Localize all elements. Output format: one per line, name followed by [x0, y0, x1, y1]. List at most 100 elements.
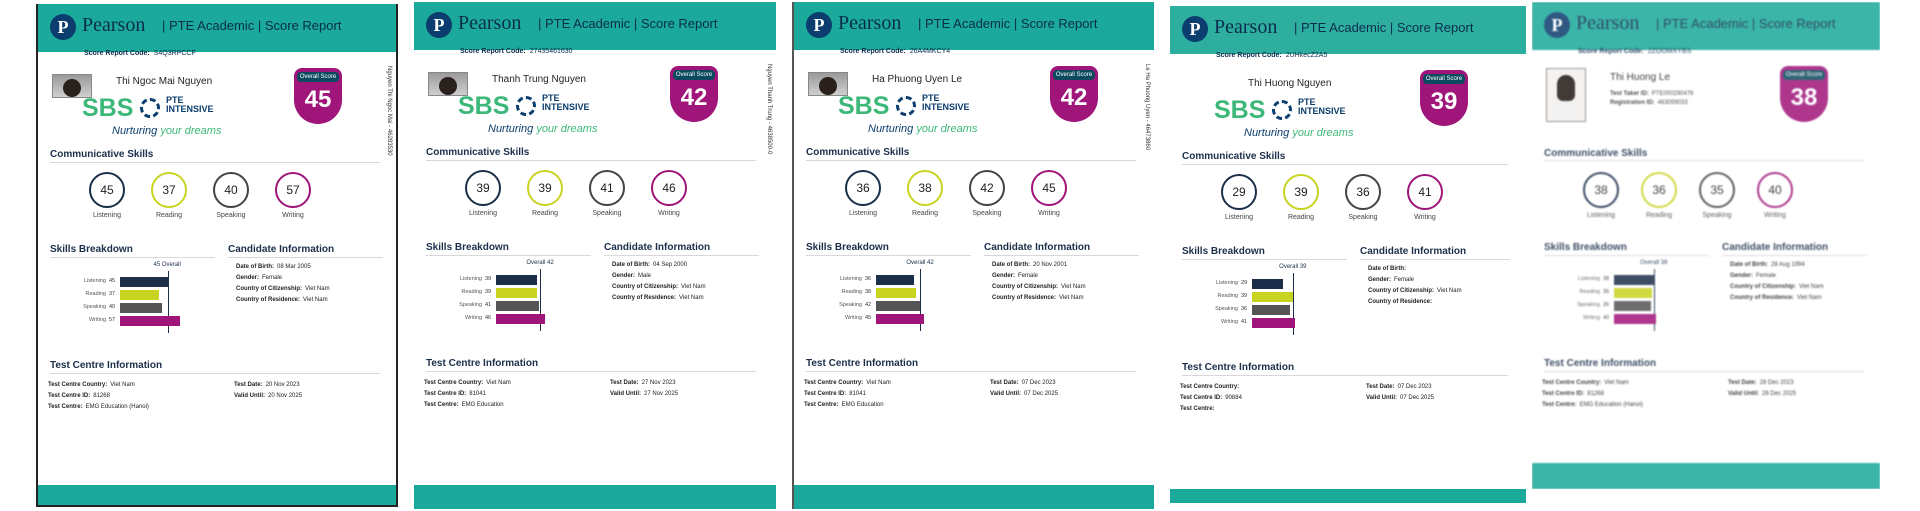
- skills-breakdown-chart: Overall 42 Listening 36 Reading 38 Speaking 42…: [824, 260, 974, 340]
- skills-breakdown-title: Skills Breakdown: [806, 242, 889, 253]
- bar-listening: [1252, 279, 1283, 289]
- skills-breakdown-title: Skills Breakdown: [426, 242, 509, 253]
- bar-row-reading: Reading 37: [68, 289, 218, 301]
- overall-marker-line: [920, 269, 922, 331]
- bar-label-listening: Listening: [83, 278, 106, 284]
- report-footer: [794, 485, 1154, 509]
- sbs-logo: SBS PTE INTENSIVE Nurturing your dreams: [838, 92, 978, 135]
- speaking-score: 35: [1699, 172, 1735, 208]
- bar-value-writing: 45: [865, 315, 872, 321]
- gear-icon: [1272, 100, 1292, 120]
- communicative-skills-title: Communicative Skills: [426, 147, 530, 158]
- bar-row-speaking: Speaking 35: [1562, 300, 1712, 312]
- test-centre-details: Test Centre Country: Viet Nam Test Centre…: [804, 380, 891, 408]
- report-title: | PTE Academic | Score Report: [918, 16, 1098, 31]
- score-report-code: Score Report Code: S4Q3RPCCF: [84, 50, 196, 57]
- sbs-logo: SBS PTE INTENSIVE Nurturing your dreams: [82, 94, 222, 137]
- score-report-card-1: P Pearson | PTE Academic | Score Report …: [36, 4, 398, 507]
- pearson-logo-icon: P: [1544, 12, 1570, 38]
- candidate-photo: [808, 72, 848, 96]
- speaking-score: 41: [589, 170, 625, 206]
- bar-reading: [496, 288, 538, 298]
- report-footer: [1170, 489, 1526, 503]
- candidate-details: Date of Birth: Gender: Female Country of …: [1368, 266, 1462, 305]
- bar-writing: [1252, 318, 1296, 328]
- reading-score: 37: [151, 172, 187, 208]
- listening-score: 39: [465, 170, 501, 206]
- bar-speaking: [1614, 301, 1651, 311]
- skill-circles: 38 Listening 36 Reading 35 Speaking 40 Writi…: [1576, 172, 1836, 236]
- test-centre-title: Test Centre Information: [50, 360, 163, 371]
- candidate-name: Thi Ngoc Mai Nguyen: [116, 76, 213, 87]
- overall-score-value: 45: [304, 86, 332, 113]
- bar-writing: [120, 316, 181, 326]
- report-title: | PTE Academic | Score Report: [1294, 20, 1474, 35]
- overall-marker-label: Overall 42: [906, 260, 934, 266]
- bar-label-reading: Reading: [841, 289, 863, 295]
- bar-row-reading: Reading 36: [1562, 287, 1712, 299]
- listening-score: 29: [1221, 174, 1257, 210]
- overall-score-value: 38: [1790, 84, 1818, 111]
- bar-row-writing: Writing 45: [824, 313, 974, 325]
- bar-label-writing: Writing: [844, 315, 862, 321]
- test-centre-title: Test Centre Information: [806, 358, 919, 369]
- bar-listening: [876, 275, 914, 285]
- bar-label-speaking: Speaking: [459, 302, 482, 308]
- bar-reading: [876, 288, 917, 298]
- report-title: | PTE Academic | Score Report: [162, 18, 342, 33]
- overall-score-value: 39: [1430, 88, 1458, 115]
- reading-score: 38: [907, 170, 943, 206]
- bar-row-listening: Listening 45: [68, 276, 218, 288]
- report-header: P Pearson | PTE Academic | Score Report: [794, 2, 1154, 50]
- report-header: P Pearson | PTE Academic | Score Report: [1170, 6, 1526, 54]
- bar-label-listening: Listening: [1577, 276, 1600, 282]
- candidate-photo: [52, 74, 92, 98]
- bar-label-writing: Writing: [88, 317, 106, 323]
- speaking-score: 36: [1345, 174, 1381, 210]
- speaking-score: 40: [213, 172, 249, 208]
- writing-score: 57: [275, 172, 311, 208]
- bar-row-writing: Writing 46: [444, 313, 594, 325]
- bar-row-writing: Writing 57: [68, 315, 218, 327]
- candidate-name: Thi Huong Le: [1610, 72, 1671, 83]
- report-title: | PTE Academic | Score Report: [538, 16, 718, 31]
- sbs-logo: SBS PTE INTENSIVE Nurturing your dreams: [1214, 96, 1354, 139]
- writing-score: 40: [1757, 172, 1793, 208]
- test-date-details: Test Date: 28 Dec 2023 Valid Until: 28 Dec…: [1728, 380, 1797, 397]
- bar-label-speaking: Speaking: [1577, 302, 1600, 308]
- score-report-card-2: P Pearson | PTE Academic | Score Report …: [414, 2, 776, 509]
- skill-circles: 45 Listening 37 Reading 40 Speaking 57 Writi…: [82, 172, 342, 236]
- brand-name: Pearson: [1214, 16, 1278, 38]
- bar-label-speaking: Speaking: [839, 302, 862, 308]
- bar-reading: [120, 290, 160, 300]
- bar-label-writing: Writing: [1582, 315, 1600, 321]
- bar-value-listening: 38: [1603, 276, 1610, 282]
- report-footer: [38, 485, 396, 505]
- brand-name: Pearson: [1576, 12, 1640, 34]
- overall-marker-label: 45 Overall: [153, 262, 181, 268]
- candidate-photo: [1546, 68, 1586, 122]
- bar-row-reading: Reading 39: [444, 287, 594, 299]
- bar-value-listening: 39: [485, 276, 492, 282]
- report-footer: [1532, 463, 1880, 489]
- candidate-details: Date of Birth: 08 Mar 2005 Gender: Female …: [236, 264, 330, 303]
- overall-marker-label: Overall 39: [1279, 264, 1307, 270]
- bar-row-reading: Reading 38: [824, 287, 974, 299]
- brand-name: Pearson: [838, 12, 902, 34]
- bar-label-writing: Writing: [464, 315, 482, 321]
- score-report-card-3: P Pearson | PTE Academic | Score Report …: [792, 2, 1154, 509]
- bar-label-listening: Listening: [459, 276, 482, 282]
- candidate-name: Thanh Trung Nguyen: [492, 74, 586, 85]
- candidate-photo: [428, 72, 468, 96]
- communicative-skills-title: Communicative Skills: [1182, 151, 1286, 162]
- report-header: P Pearson | PTE Academic | Score Report: [1532, 2, 1880, 50]
- candidate-information-title: Candidate Information: [1722, 242, 1829, 253]
- bar-writing: [876, 314, 924, 324]
- bar-row-listening: Listening 29: [1200, 278, 1350, 290]
- overall-score-value: 42: [1060, 84, 1088, 111]
- listening-score: 45: [89, 172, 125, 208]
- score-report-code: Score Report Code: 2ZOOMXYBS: [1578, 48, 1692, 55]
- overall-score-value: 42: [680, 84, 708, 111]
- test-date-details: Test Date: 07 Dec 2023 Valid Until: 07 Dec…: [990, 380, 1059, 397]
- skills-breakdown-title: Skills Breakdown: [50, 244, 133, 255]
